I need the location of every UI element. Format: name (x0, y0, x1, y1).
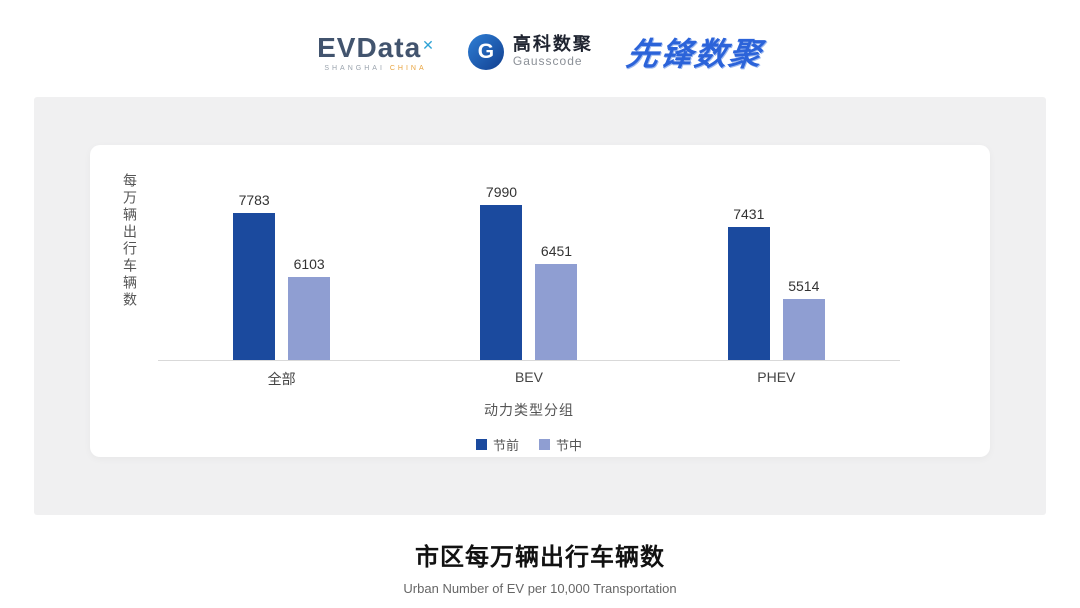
bar-节中-PHEV: 5514 (782, 278, 825, 360)
bar-节中-全部: 6103 (288, 256, 331, 360)
bar-节前-BEV: 7990 (480, 184, 523, 360)
x-axis-categories: 全部 BEV PHEV (158, 369, 900, 389)
bar-value-label: 5514 (788, 278, 820, 294)
evdata-logo-subtext: SHANGHAI CHINA (324, 64, 427, 72)
evdata-logo: EVData✕ SHANGHAI CHINA (317, 32, 434, 72)
bar-节中-BEV: 6451 (535, 243, 578, 360)
legend-label: 节前 (492, 438, 519, 453)
legend-item-节中: 节中 (539, 435, 582, 454)
gausscode-cn-label: 高科数聚 (512, 34, 593, 55)
bar-group: 7783 6103 (233, 192, 331, 360)
bar-节前-全部: 7783 (233, 192, 276, 360)
gausscode-logo: G 高科数聚 Gausscode (467, 33, 593, 70)
legend-swatch-icon (475, 439, 487, 450)
bar-value-label: 6103 (293, 256, 325, 272)
category-label: 全部 (267, 371, 296, 387)
bar-节前-PHEV: 7431 (727, 206, 770, 360)
category-label: PHEV (757, 369, 796, 385)
y-axis-label: 每万辆出行车辆数 (122, 173, 138, 309)
bar-value-label: 7431 (733, 206, 765, 222)
footer: 市区每万辆出行车辆数 Urban Number of EV per 10,000… (0, 537, 1080, 596)
bar-value-label: 7990 (485, 184, 518, 200)
chart-panel: 每万辆出行车辆数 7783 6103 7990 6451 7431 5514 全部 BEV P… (34, 97, 1046, 515)
chart-title: 市区每万辆出行车辆数 (415, 544, 665, 571)
bar-group: 7990 6451 (480, 184, 578, 360)
gausscode-logo-text: 高科数聚 Gausscode (513, 34, 593, 68)
gausscode-en-label: Gausscode (512, 53, 583, 68)
legend-item-节前: 节前 (475, 435, 519, 454)
category-label: BEV (514, 369, 543, 385)
evdata-logo-text: EVData (317, 31, 422, 63)
bar-value-label: 7783 (238, 192, 270, 208)
chart-subtitle: Urban Number of EV per 10,000 Transporta… (403, 581, 677, 596)
header: EVData✕ SHANGHAI CHINA G 高科数聚 Gausscode … (0, 0, 1080, 97)
bar-value-label: 6451 (540, 243, 573, 259)
legend-label: 节中 (556, 438, 583, 453)
pioneer-logo: 先锋数聚 (624, 35, 766, 72)
x-axis-label: 动力类型分组 (484, 402, 574, 418)
evdata-star-icon: ✕ (422, 37, 434, 54)
chart-legend: 节前 节中 (158, 435, 900, 454)
legend-swatch-icon (539, 439, 550, 450)
bar-group: 7431 5514 (727, 206, 825, 360)
bar-chart-plot: 7783 6103 7990 6451 7431 5514 (158, 171, 900, 361)
gausscode-icon: G (467, 33, 504, 70)
chart-card: 每万辆出行车辆数 7783 6103 7990 6451 7431 5514 全部 BEV P… (90, 145, 990, 457)
